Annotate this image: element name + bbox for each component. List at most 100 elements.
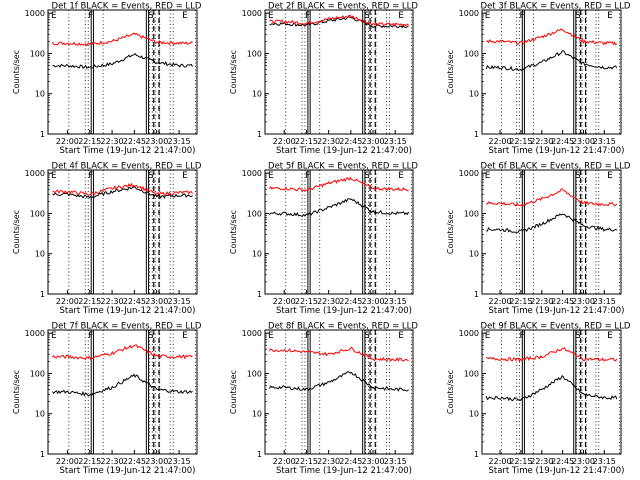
x-tick-label: 22:15 — [295, 137, 318, 146]
x-axis-label: Start Time (19-Jun-12 21:47:00) — [489, 146, 625, 156]
panel-title: Det 2f BLACK = Events, RED = LLD — [268, 2, 418, 12]
x-tick-label: 22:30 — [317, 457, 340, 466]
x-tick-label: 23:00 — [572, 457, 595, 466]
y-tick-label: 1000 — [459, 9, 479, 18]
y-tick-label: 1000 — [459, 329, 479, 338]
x-tick-label: 22:45 — [123, 297, 146, 306]
x-tick-label: 22:15 — [78, 457, 101, 466]
x-tick-label: 23:15 — [593, 457, 616, 466]
y-tick-label: 10 — [469, 90, 479, 99]
y-axis-label: Counts/sec — [12, 50, 21, 94]
y-axis-label: Counts/sec — [229, 370, 238, 414]
x-tick-label: 22:00 — [489, 457, 512, 466]
plot-frame — [264, 329, 414, 455]
series-line-events — [269, 16, 409, 29]
series-line-lld — [486, 347, 618, 363]
marker-label: S — [148, 171, 154, 181]
y-tick-label: 10 — [252, 410, 262, 419]
series-line-lld — [52, 32, 193, 47]
series-line-events — [486, 213, 618, 233]
x-tick-label: 22:45 — [339, 297, 362, 306]
x-tick-label: 22:15 — [78, 297, 101, 306]
y-axis-label: Counts/sec — [229, 210, 238, 254]
series-line-lld — [269, 14, 409, 27]
x-tick-label: 22:45 — [339, 137, 362, 146]
y-axis-label: Counts/sec — [446, 370, 455, 414]
x-tick-label: 23:00 — [572, 297, 595, 306]
plot-frame — [481, 169, 622, 295]
marker-label: E — [51, 171, 57, 181]
marker-label: F — [305, 331, 310, 341]
panel-title: Det 4f BLACK = Events, RED = LLD — [52, 162, 202, 172]
x-tick-label: 23:00 — [362, 137, 385, 146]
x-tick-label: 23:00 — [572, 137, 595, 146]
x-tick-label: 22:45 — [551, 297, 574, 306]
marker-label: F — [88, 171, 93, 181]
x-axis-label: Start Time (19-Jun-12 21:47:00) — [276, 146, 412, 156]
x-tick-label: 23:00 — [145, 297, 168, 306]
x-axis-label: Start Time (19-Jun-12 21:47:00) — [60, 306, 196, 316]
marker-label: E — [268, 171, 274, 181]
y-tick-label: 1 — [474, 450, 479, 459]
y-tick-label: 1 — [474, 290, 479, 299]
marker-label: E — [268, 11, 274, 21]
y-tick-label: 100 — [30, 49, 45, 58]
y-tick-label: 1 — [40, 130, 45, 139]
panel-title: Det 3f BLACK = Events, RED = LLD — [481, 2, 631, 12]
y-axis-label: Counts/sec — [12, 370, 21, 414]
x-tick-label: 22:15 — [295, 457, 318, 466]
y-tick-label: 1000 — [25, 9, 45, 18]
plot-frame — [47, 169, 198, 295]
plot-frame — [481, 329, 622, 455]
x-tick-label: 22:00 — [56, 297, 79, 306]
plot-frame — [264, 169, 414, 295]
marker-label: S — [575, 11, 581, 21]
x-tick-label: 22:15 — [509, 457, 532, 466]
marker-label: E — [268, 331, 274, 341]
series-line-lld — [269, 176, 409, 193]
y-axis-label: Counts/sec — [12, 210, 21, 254]
plot-frame — [47, 329, 198, 455]
marker-label: F — [305, 11, 310, 21]
x-tick-label: 23:00 — [145, 457, 168, 466]
marker-label: F — [88, 331, 93, 341]
series-line-events — [485, 50, 618, 72]
y-tick-label: 1000 — [242, 169, 262, 178]
y-tick-label: 1 — [257, 130, 262, 139]
x-tick-label: 23:15 — [168, 137, 191, 146]
series-line-events — [52, 52, 193, 69]
panel-title: Det 5f BLACK = Events, RED = LLD — [268, 162, 418, 172]
y-tick-label: 1 — [257, 290, 262, 299]
y-tick-label: 100 — [247, 369, 262, 378]
series-line-lld — [52, 182, 193, 196]
x-tick-label: 22:00 — [489, 137, 512, 146]
marker-label: E — [607, 331, 613, 341]
x-tick-label: 23:15 — [593, 297, 616, 306]
y-tick-label: 10 — [469, 250, 479, 259]
x-tick-label: 22:30 — [101, 297, 124, 306]
marker-label: E — [485, 331, 491, 341]
y-tick-label: 10 — [469, 410, 479, 419]
marker-label: S — [364, 331, 370, 341]
y-tick-label: 1 — [40, 290, 45, 299]
marker-label: E — [398, 11, 404, 21]
x-tick-label: 23:00 — [145, 137, 168, 146]
marker-label: F — [520, 331, 525, 341]
marker-label: S — [148, 331, 154, 341]
x-tick-label: 23:00 — [362, 297, 385, 306]
x-tick-label: 23:15 — [384, 137, 407, 146]
x-tick-label: 22:45 — [123, 457, 146, 466]
series-line-lld — [52, 344, 193, 361]
marker-label: E — [51, 11, 57, 21]
series-line-events — [269, 198, 410, 218]
series-line-events — [268, 371, 409, 392]
y-tick-label: 10 — [252, 90, 262, 99]
x-tick-label: 23:15 — [168, 457, 191, 466]
y-tick-label: 1 — [40, 450, 45, 459]
